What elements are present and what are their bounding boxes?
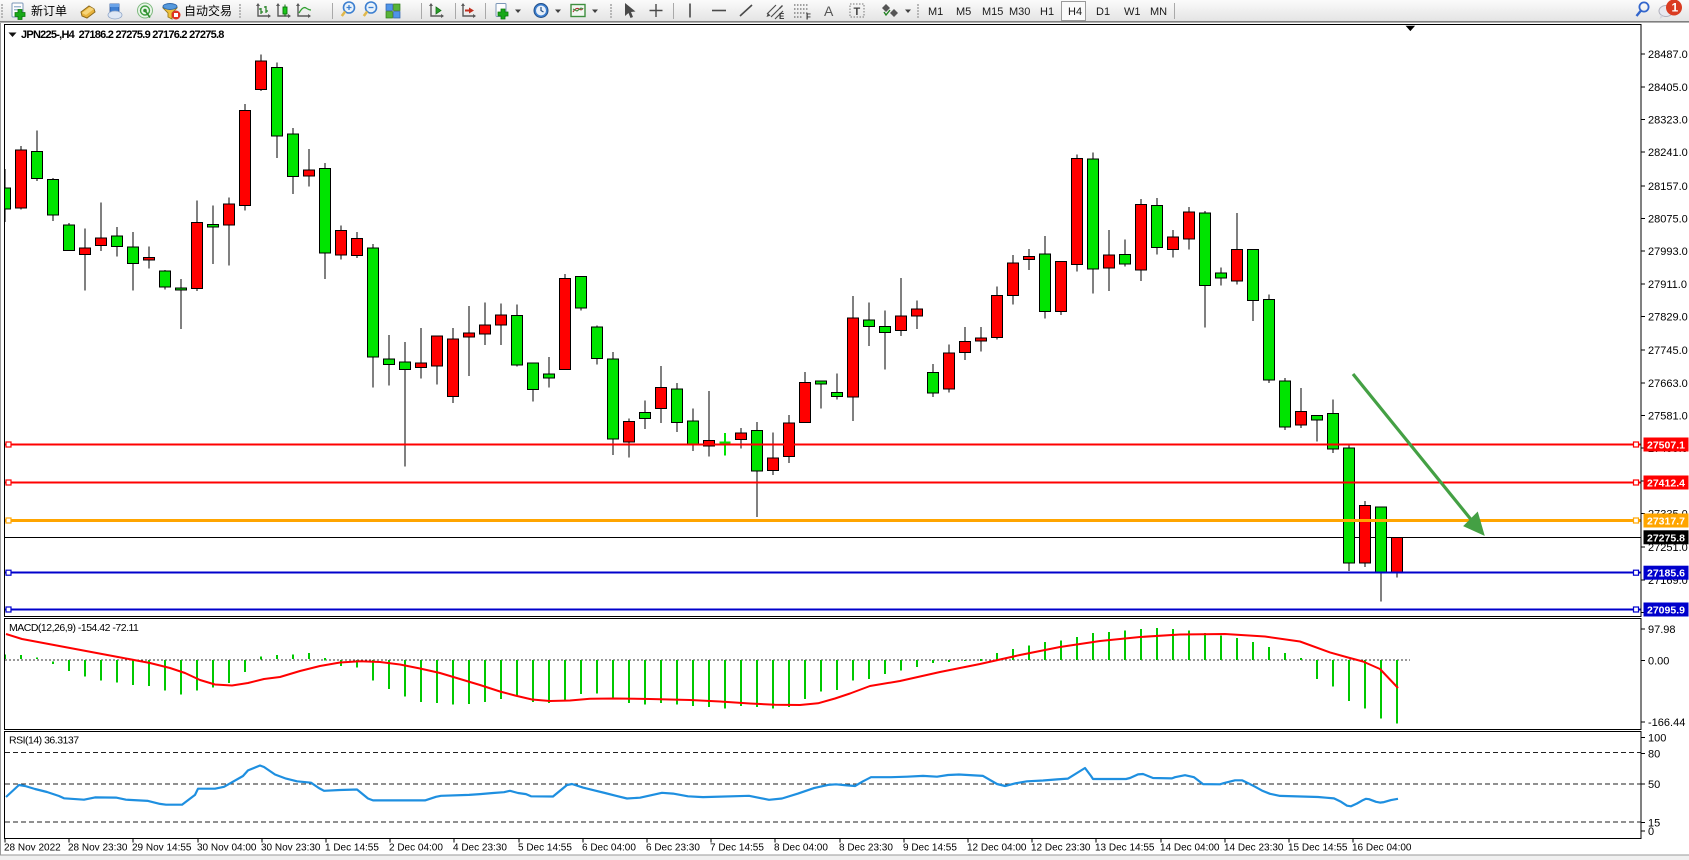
svg-text:28487.0: 28487.0 (1648, 49, 1688, 61)
svg-text:27829.0: 27829.0 (1648, 312, 1688, 324)
svg-text:28323.0: 28323.0 (1648, 115, 1688, 127)
svg-text:F: F (806, 13, 811, 22)
svg-text:H1: H1 (1040, 6, 1054, 18)
svg-text:7 Dec 14:55: 7 Dec 14:55 (710, 843, 764, 854)
svg-text:30 Nov 04:00: 30 Nov 04:00 (197, 843, 257, 854)
svg-text:W1: W1 (1124, 6, 1141, 18)
svg-text:9 Dec 14:55: 9 Dec 14:55 (903, 843, 957, 854)
svg-text:自动交易: 自动交易 (184, 3, 232, 18)
svg-text:M30: M30 (1009, 6, 1030, 18)
svg-text:100: 100 (1648, 733, 1666, 745)
svg-text:8 Dec 23:30: 8 Dec 23:30 (839, 843, 893, 854)
svg-text:-166.44: -166.44 (1648, 717, 1685, 729)
svg-text:27412.4: 27412.4 (1647, 478, 1685, 490)
svg-text:27251.0: 27251.0 (1648, 542, 1688, 554)
svg-text:M1: M1 (928, 6, 943, 18)
svg-text:80: 80 (1648, 749, 1660, 761)
svg-text:0.00: 0.00 (1648, 656, 1669, 668)
svg-text:14 Dec 23:30: 14 Dec 23:30 (1224, 843, 1284, 854)
svg-text:新订单: 新订单 (31, 3, 67, 18)
svg-text:4 Dec 23:30: 4 Dec 23:30 (453, 843, 507, 854)
svg-text:15 Dec 14:55: 15 Dec 14:55 (1288, 843, 1348, 854)
svg-text:1 Dec 14:55: 1 Dec 14:55 (325, 843, 379, 854)
svg-text:16 Dec 04:00: 16 Dec 04:00 (1352, 843, 1412, 854)
svg-text:27663.0: 27663.0 (1648, 378, 1688, 390)
svg-text:MN: MN (1150, 6, 1167, 18)
svg-text:27095.9: 27095.9 (1647, 605, 1685, 617)
svg-text:MACD(12,26,9) -154.42 -72.11: MACD(12,26,9) -154.42 -72.11 (9, 622, 139, 634)
svg-text:27745.0: 27745.0 (1648, 345, 1688, 357)
svg-text:6 Dec 23:30: 6 Dec 23:30 (646, 843, 700, 854)
svg-text:M15: M15 (982, 6, 1003, 18)
svg-text:27507.1: 27507.1 (1647, 440, 1685, 452)
svg-text:30 Nov 23:30: 30 Nov 23:30 (261, 843, 321, 854)
svg-text:1: 1 (1672, 1, 1679, 15)
svg-text:RSI(14) 36.3137: RSI(14) 36.3137 (9, 735, 79, 747)
svg-text:97.98: 97.98 (1648, 624, 1676, 636)
svg-text:28075.0: 28075.0 (1648, 214, 1688, 226)
svg-text:50: 50 (1648, 779, 1660, 791)
svg-text:8 Dec 04:00: 8 Dec 04:00 (774, 843, 828, 854)
svg-text:A: A (824, 3, 834, 19)
svg-text:12 Dec 23:30: 12 Dec 23:30 (1031, 843, 1091, 854)
svg-text:28 Nov 23:30: 28 Nov 23:30 (68, 843, 128, 854)
svg-text:15: 15 (1648, 818, 1660, 830)
svg-text:6 Dec 04:00: 6 Dec 04:00 (582, 843, 636, 854)
svg-text:27993.0: 27993.0 (1648, 246, 1688, 258)
svg-text:12 Dec 04:00: 12 Dec 04:00 (967, 843, 1027, 854)
svg-text:27185.6: 27185.6 (1647, 568, 1685, 580)
svg-text:JPN225-,H4 27186.2 27275.9 27: JPN225-,H4 27186.2 27275.9 27176.2 27275… (21, 29, 224, 41)
svg-text:14 Dec 04:00: 14 Dec 04:00 (1160, 843, 1220, 854)
svg-text:28 Nov 2022: 28 Nov 2022 (4, 843, 61, 854)
svg-text:13 Dec 14:55: 13 Dec 14:55 (1095, 843, 1155, 854)
svg-text:27317.7: 27317.7 (1647, 516, 1685, 528)
svg-text:29 Nov 14:55: 29 Nov 14:55 (132, 843, 192, 854)
svg-text:27581.0: 27581.0 (1648, 411, 1688, 423)
svg-text:T: T (854, 6, 861, 18)
svg-text:28405.0: 28405.0 (1648, 82, 1688, 94)
svg-text:27911.0: 27911.0 (1648, 279, 1687, 291)
svg-text:27275.8: 27275.8 (1647, 532, 1685, 544)
svg-text:28241.0: 28241.0 (1648, 147, 1688, 159)
svg-text:2 Dec 04:00: 2 Dec 04:00 (389, 843, 443, 854)
svg-text:M5: M5 (956, 6, 971, 18)
svg-text:H4: H4 (1068, 6, 1082, 18)
svg-text:D1: D1 (1096, 6, 1110, 18)
svg-text:28157.0: 28157.0 (1648, 181, 1688, 193)
svg-text:5 Dec 14:55: 5 Dec 14:55 (518, 843, 572, 854)
svg-text:0: 0 (1648, 826, 1654, 838)
svg-text:E: E (779, 12, 785, 21)
